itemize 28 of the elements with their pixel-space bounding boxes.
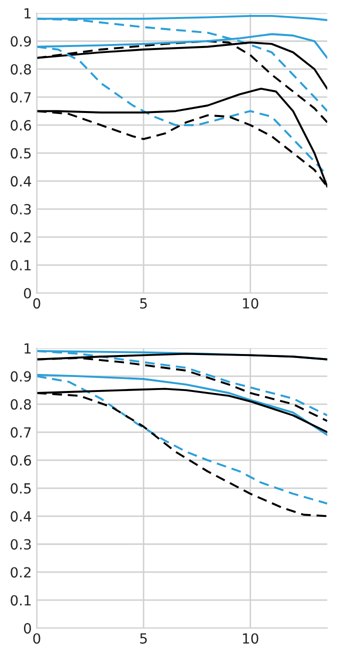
x-tick-label: 10 xyxy=(243,633,258,644)
x-tick-label: 0 xyxy=(33,633,40,644)
y-tick-label: 0.1 xyxy=(10,595,31,606)
y-tick-label: 0.8 xyxy=(10,64,31,75)
x-tick-label: 0 xyxy=(33,298,40,309)
y-tick-label: 0.4 xyxy=(10,176,32,187)
y-tick-label: 1 xyxy=(24,8,31,18)
y-tick-label: 0.7 xyxy=(10,92,31,103)
y-tick-label: 0.3 xyxy=(10,539,31,550)
x-tick-label: 5 xyxy=(140,298,147,309)
y-tick-label: 0.5 xyxy=(10,483,31,494)
y-tick-label: 1 xyxy=(24,343,31,354)
x-tick-label: 10 xyxy=(243,298,258,309)
y-tick-label: 0.1 xyxy=(10,260,31,271)
y-tick-label: 0.2 xyxy=(10,567,30,578)
y-tick-label: 0.7 xyxy=(10,427,31,438)
y-tick-label: 0 xyxy=(24,623,31,634)
y-tick-label: 0.6 xyxy=(10,120,32,131)
y-tick-label: 0.9 xyxy=(10,36,31,47)
y-tick-label: 0.2 xyxy=(10,232,30,243)
y-tick-label: 0.6 xyxy=(10,455,32,466)
y-tick-label: 0 xyxy=(24,288,31,298)
y-tick-label: 0.3 xyxy=(10,204,31,215)
x-tick-label: 5 xyxy=(140,633,147,644)
y-tick-label: 0.4 xyxy=(10,511,32,522)
y-tick-label: 0.8 xyxy=(10,399,31,410)
y-tick-label: 0.9 xyxy=(10,371,31,382)
y-tick-label: 0.5 xyxy=(10,148,31,159)
